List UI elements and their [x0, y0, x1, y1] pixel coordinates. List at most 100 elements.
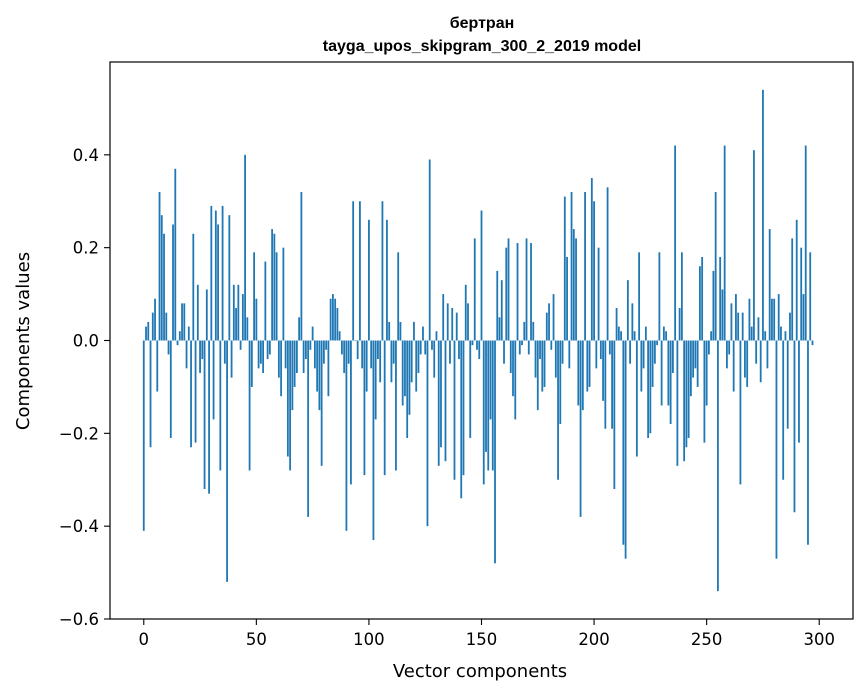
bar-198 — [588, 340, 591, 387]
bar-95 — [356, 340, 359, 360]
bar-255 — [717, 340, 719, 592]
bar-236 — [674, 145, 677, 341]
bar-147 — [473, 238, 476, 341]
bar-29 — [208, 340, 210, 494]
bar-97 — [361, 340, 364, 369]
bar-251 — [708, 340, 710, 355]
bar-129 — [433, 340, 436, 378]
bar-201 — [595, 340, 598, 369]
bar-153 — [487, 340, 490, 471]
bar-93 — [352, 201, 355, 341]
bar-96 — [359, 201, 361, 341]
bar-172 — [530, 243, 532, 341]
bar-284 — [782, 340, 785, 480]
bar-71 — [302, 340, 305, 373]
bar-163 — [509, 340, 512, 373]
bar-156 — [494, 340, 496, 564]
bar-234 — [669, 340, 672, 425]
bar-79 — [320, 340, 323, 466]
bar-193 — [577, 340, 580, 406]
bar-72 — [304, 340, 307, 360]
bar-128 — [431, 340, 433, 350]
bar-62 — [282, 247, 285, 341]
bar-122 — [417, 340, 420, 373]
bar-80 — [322, 340, 325, 364]
bar-61 — [280, 340, 283, 397]
bar-248 — [701, 256, 704, 341]
bar-126 — [426, 340, 429, 527]
bar-278 — [768, 229, 771, 341]
bar-168 — [521, 340, 523, 346]
bar-34 — [219, 340, 222, 471]
bar-243 — [689, 340, 692, 397]
bar-16 — [178, 331, 181, 341]
bar-143 — [464, 284, 467, 341]
bar-109 — [388, 321, 391, 341]
x-tick-label: 0 — [139, 630, 150, 649]
bar-83 — [329, 298, 332, 341]
bar-81 — [325, 340, 328, 350]
bar-256 — [719, 256, 722, 341]
bar-230 — [660, 340, 663, 406]
bar-92 — [350, 340, 352, 485]
bar-292 — [800, 247, 803, 341]
bar-60 — [277, 340, 280, 378]
bar-224 — [647, 340, 650, 438]
bar-91 — [347, 340, 350, 364]
bar-169 — [523, 321, 526, 341]
bar-262 — [732, 340, 735, 392]
bar-286 — [786, 340, 789, 429]
bar-76 — [313, 340, 316, 369]
bar-258 — [723, 145, 726, 341]
bar-259 — [726, 340, 728, 369]
bar-2 — [147, 321, 150, 341]
bar-21 — [190, 340, 192, 448]
y-tick-label: −0.6 — [59, 610, 99, 629]
bar-134 — [444, 340, 447, 462]
bar-206 — [606, 187, 609, 341]
bar-4 — [151, 312, 154, 341]
x-tick-label: 300 — [803, 630, 835, 649]
chart-title: бертран — [450, 15, 515, 32]
bar-222 — [642, 340, 645, 369]
bar-235 — [671, 340, 674, 373]
bar-88 — [341, 340, 343, 355]
bar-63 — [284, 340, 287, 369]
bar-250 — [705, 340, 708, 406]
bar-26 — [201, 340, 204, 360]
bar-291 — [798, 340, 800, 443]
bar-40 — [232, 284, 235, 341]
bar-249 — [703, 340, 706, 443]
bar-245 — [694, 340, 697, 369]
bar-131 — [437, 340, 440, 466]
bar-9 — [163, 233, 165, 341]
bar-102 — [372, 340, 375, 541]
bar-35 — [221, 205, 224, 341]
bar-1 — [145, 326, 147, 341]
x-tick-label: 50 — [246, 630, 267, 649]
bar-27 — [203, 340, 206, 490]
x-tick-label: 200 — [578, 630, 610, 649]
plot-frame — [109, 61, 854, 620]
bar-266 — [741, 312, 744, 341]
bar-33 — [217, 224, 219, 341]
bar-190 — [570, 191, 573, 341]
bar-237 — [676, 340, 679, 466]
bar-148 — [476, 340, 478, 350]
bar-242 — [687, 340, 690, 438]
bar-135 — [446, 303, 449, 341]
bar-257 — [721, 289, 724, 341]
bar-120 — [413, 321, 415, 341]
bar-47 — [248, 340, 251, 471]
bar-191 — [572, 229, 575, 341]
bar-280 — [773, 298, 776, 341]
bar-36 — [223, 340, 226, 364]
bar-275 — [762, 89, 764, 341]
bar-142 — [462, 340, 465, 476]
bar-85 — [334, 298, 337, 341]
bar-59 — [275, 252, 278, 341]
bar-145 — [469, 340, 472, 438]
y-tick-label: −0.4 — [59, 517, 99, 536]
bar-202 — [597, 247, 600, 341]
x-ticks: 0 50 100 150 200 250 300 — [139, 619, 835, 649]
